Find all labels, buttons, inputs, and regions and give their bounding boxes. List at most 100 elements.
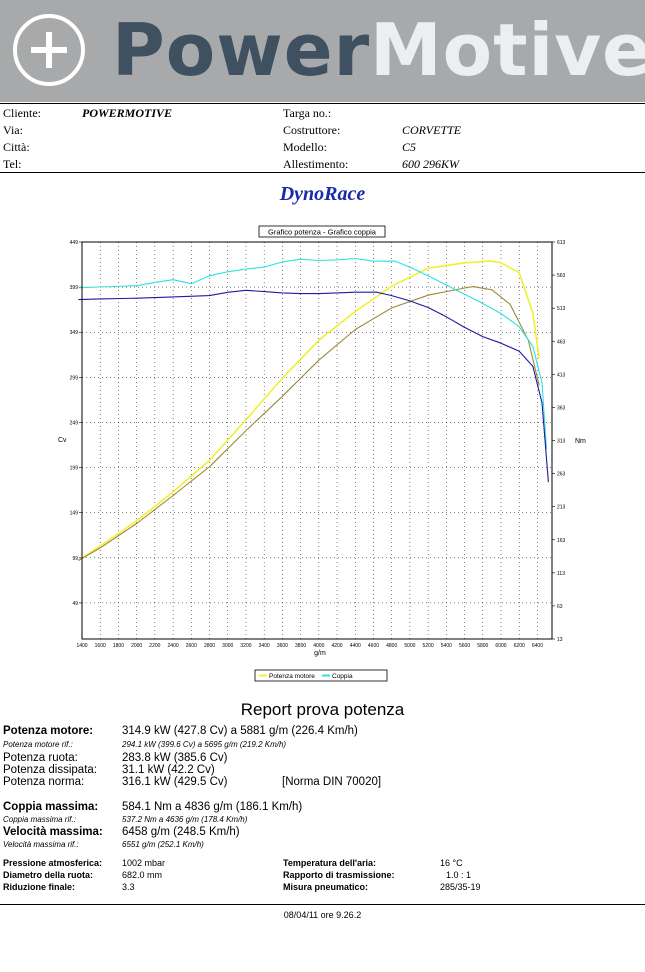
x-tick-label: 4600 [368, 643, 379, 649]
y-tick-label-left: 149 [70, 511, 79, 517]
y-tick-label-left: 449 [70, 240, 79, 246]
y-tick-label-right: 63 [557, 604, 563, 610]
misura-value: 285/35-19 [440, 882, 481, 892]
modello-label: Modello: [283, 140, 327, 154]
brand-banner: Power Motive [0, 0, 645, 102]
x-tick-label: 6000 [495, 643, 506, 649]
y-tick-label-left: 99 [72, 556, 78, 562]
potenza-norma-value: 316.1 kW (429.5 Cv) [122, 776, 228, 788]
x-tick-label: 6200 [514, 643, 525, 649]
y-tick-label-left: 399 [70, 285, 79, 291]
y-tick-label-right: 463 [557, 339, 566, 345]
cliente-value: POWERMOTIVE [82, 106, 173, 120]
y-axis-right-label: Nm [575, 438, 586, 445]
x-tick-label: 3000 [222, 643, 233, 649]
rapporto-label: Rapporto di trasmissione: [283, 870, 395, 880]
program-title: DynoRace [279, 183, 366, 205]
x-tick-label: 1800 [113, 643, 124, 649]
coppia-massima-label: Coppia massima: [3, 801, 99, 813]
coppia-massima-value: 584.1 Nm a 4836 g/m (186.1 Km/h) [122, 801, 303, 813]
x-tick-label: 2400 [168, 643, 179, 649]
potenza-dissipata-label: Potenza dissipata: [3, 764, 97, 776]
potenza-motore-rif-value: 294.1 kW (399.6 Cv) a 5695 g/m (219.2 Km… [122, 740, 287, 749]
via-label: Via: [3, 123, 23, 137]
x-tick-label: 3600 [277, 643, 288, 649]
x-tick-label: 5200 [423, 643, 434, 649]
potenza-motore-value: 314.9 kW (427.8 Cv) a 5881 g/m (226.4 Km… [122, 725, 358, 737]
potenza-motore-rif-label: Potenza motore rif.: [3, 740, 73, 749]
coppia-massima-rif-label: Coppia massima rif.: [3, 815, 76, 824]
y-tick-label-right: 563 [557, 273, 566, 279]
series-line-2 [78, 286, 540, 561]
header-divider [0, 103, 645, 104]
potenza-ruota-label: Potenza ruota: [3, 752, 78, 764]
riduzione-label: Riduzione finale: [3, 882, 75, 892]
y-tick-label-left: 199 [70, 466, 79, 472]
y-axis-left-label: Cv [58, 437, 67, 444]
targa-label: Targa no.: [283, 106, 332, 120]
allestimento-value: 600 296KW [402, 157, 459, 171]
x-tick-label: 5000 [404, 643, 415, 649]
chart-title: Grafico potenza - Grafico coppia [268, 228, 377, 237]
x-tick-label: 1600 [95, 643, 106, 649]
costruttore-label: Costruttore: [283, 123, 341, 137]
citta-label: Città: [3, 140, 30, 154]
x-tick-label: 2000 [131, 643, 142, 649]
y-tick-label-left: 299 [70, 375, 79, 381]
x-tick-label: 3200 [240, 643, 251, 649]
x-tick-label: 2600 [186, 643, 197, 649]
potenza-dissipata-value: 31.1 kW (42.2 Cv) [122, 764, 215, 776]
rapporto-value: 1.0 : 1 [446, 870, 472, 880]
costruttore-value: CORVETTE [402, 123, 462, 137]
diametro-value: 682.0 mm [122, 870, 163, 880]
misura-label: Misura pneumatico: [283, 882, 369, 892]
x-axis-label: g/m [314, 650, 326, 657]
x-tick-label: 5400 [441, 643, 452, 649]
velocita-massima-value: 6458 g/m (248.5 Km/h) [122, 826, 240, 838]
modello-value: C5 [402, 140, 417, 154]
x-tick-label: 1400 [76, 643, 87, 649]
footer-divider [0, 904, 645, 905]
y-tick-label-right: 613 [557, 240, 566, 246]
allestimento-label: Allestimento: [283, 157, 349, 171]
legend-coppia: Coppia [332, 673, 353, 680]
y-tick-label-right: 513 [557, 306, 566, 312]
x-tick-label: 2200 [149, 643, 160, 649]
coppia-massima-rif-value: 537.2 Nm a 4636 g/m (178.4 Km/h) [122, 815, 248, 824]
series-line-1 [77, 260, 540, 562]
dyno-chart: Grafico potenza - Grafico coppia 1400 160… [58, 225, 586, 682]
pressione-value: 1002 mbar [122, 858, 166, 868]
x-tick-label: 4200 [331, 643, 342, 649]
velocita-massima-rif-label: Velocità massima rif.: [3, 840, 79, 849]
y-tick-label-left: 249 [70, 420, 79, 426]
brand-word-power: Power [112, 8, 371, 92]
x-tick-label: 5800 [477, 643, 488, 649]
info-divider [0, 172, 645, 173]
diametro-label: Diametro della ruota: [3, 870, 94, 880]
norma-din: [Norma DIN 70020] [282, 776, 382, 788]
x-tick-label: 4000 [313, 643, 324, 649]
x-tick-label: 6400 [532, 643, 543, 649]
y-tick-label-right: 313 [557, 439, 566, 445]
potenza-motore-label: Potenza motore: [3, 725, 94, 737]
y-tick-label-right: 113 [557, 571, 565, 577]
brand-word-motive: Motive [370, 8, 645, 92]
y-tick-label-right: 163 [557, 538, 566, 544]
riduzione-value: 3.3 [122, 882, 135, 892]
chart-legend: Potenza motore Coppia [254, 669, 388, 682]
y-tick-label-right: 363 [557, 405, 566, 411]
cliente-label: Cliente: [3, 106, 41, 120]
y-tick-label-right: 13 [557, 637, 563, 643]
velocita-massima-label: Velocità massima: [3, 826, 103, 838]
y-tick-label-left: 349 [70, 330, 79, 336]
pressione-label: Pressione atmosferica: [3, 858, 103, 868]
report-title: Report prova potenza [240, 700, 405, 719]
series-line-3 [78, 257, 548, 450]
y-tick-label-right: 263 [557, 472, 566, 478]
y-tick-label-left: 49 [72, 601, 78, 607]
x-tick-label: 3800 [295, 643, 306, 649]
y-tick-label-right: 213 [557, 505, 566, 511]
potenza-ruota-value: 283.8 kW (385.6 Cv) [122, 752, 228, 764]
tel-label: Tel: [3, 157, 22, 171]
x-tick-label: 2800 [204, 643, 215, 649]
